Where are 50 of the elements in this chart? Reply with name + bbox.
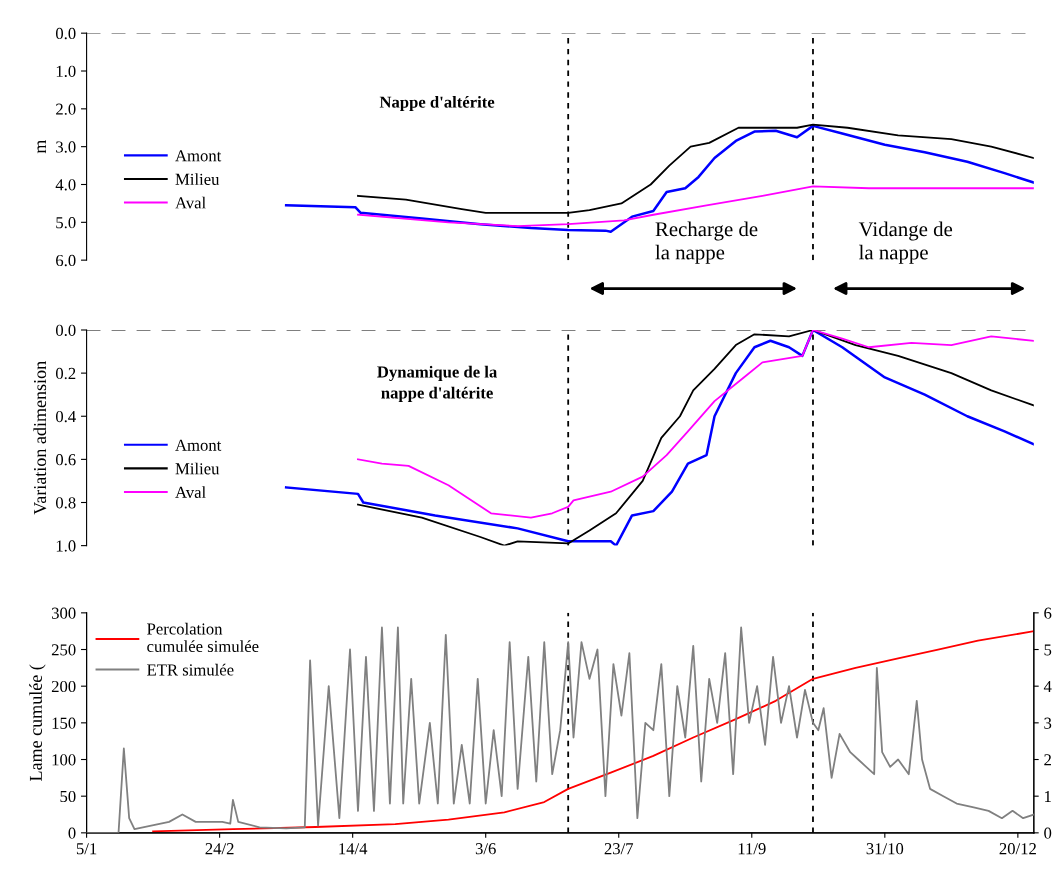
- legend-label: Amont: [175, 150, 222, 162]
- y-tick-label: 0.8: [55, 497, 76, 509]
- y-tick-label: 150: [52, 717, 76, 729]
- y2-tick-label: 3: [1044, 717, 1052, 729]
- y-tick-label: 1.0: [56, 540, 76, 552]
- x-tick-label: 23/7: [604, 843, 634, 855]
- y-tick-label: 100: [52, 754, 76, 766]
- legend-label: Milieu: [175, 462, 220, 475]
- legend-label: Amont: [175, 439, 222, 451]
- y-axis-title: Variation adimension: [33, 361, 47, 515]
- y-axis-title: Lame cumulée (: [29, 664, 46, 781]
- y-tick-label: 6.0: [56, 254, 76, 267]
- x-tick-label: 14/4: [339, 843, 368, 855]
- y2-tick-label: 5: [1044, 644, 1052, 656]
- y2-tick-label: 4: [1043, 680, 1052, 692]
- y-tick-label: 0.0: [55, 27, 76, 40]
- y-tick-label: 50: [60, 790, 76, 803]
- legend-label: Aval: [175, 486, 206, 498]
- y-tick-label: 5.0: [56, 217, 76, 229]
- x-tick-label: 11/9: [738, 843, 766, 855]
- y-tick-label: 300: [51, 607, 76, 619]
- legend-label: Aval: [175, 196, 206, 209]
- text: Nappe d'altérite: [379, 95, 495, 112]
- y-tick-label: 1.0: [56, 65, 76, 78]
- x-tick-label: 3/6: [475, 843, 496, 855]
- annotation: Recharge de la nappe: [655, 221, 758, 264]
- x-tick-label: 31/10: [866, 843, 904, 855]
- x-tick-label: 5/1: [76, 843, 97, 855]
- text: Dynamique de la nappe d'altérite: [377, 365, 498, 402]
- legend-label: Milieu: [175, 173, 220, 185]
- legend-label: Percolation cumulée simulée: [147, 622, 259, 652]
- y-tick-label: 2.0: [56, 103, 76, 115]
- y-tick-label: 4.0: [55, 179, 76, 191]
- y-tick-label: 3.0: [56, 141, 76, 153]
- x-tick-label: 20/12: [999, 843, 1036, 855]
- y-tick-label: 0.2: [55, 367, 76, 380]
- annotation: Vidange de la nappe: [858, 221, 953, 264]
- y2-tick-label: 6: [1044, 607, 1052, 619]
- x-tick-label: 24/2: [205, 843, 234, 855]
- y-tick-label: 250: [51, 644, 76, 656]
- y-tick-label: 200: [51, 680, 76, 693]
- y2-tick-label: 0: [1044, 827, 1052, 839]
- y2-tick-label: 2: [1044, 754, 1051, 766]
- y-tick-label: 0.4: [55, 410, 76, 423]
- y-tick-label: 0.0: [55, 324, 76, 337]
- legend-label: ETR simulée: [147, 663, 234, 676]
- y2-tick-label: 1: [1045, 790, 1051, 802]
- y-axis-title: m: [37, 139, 46, 154]
- y-tick-label: 0: [68, 827, 76, 839]
- y-tick-label: 0.6: [55, 454, 76, 466]
